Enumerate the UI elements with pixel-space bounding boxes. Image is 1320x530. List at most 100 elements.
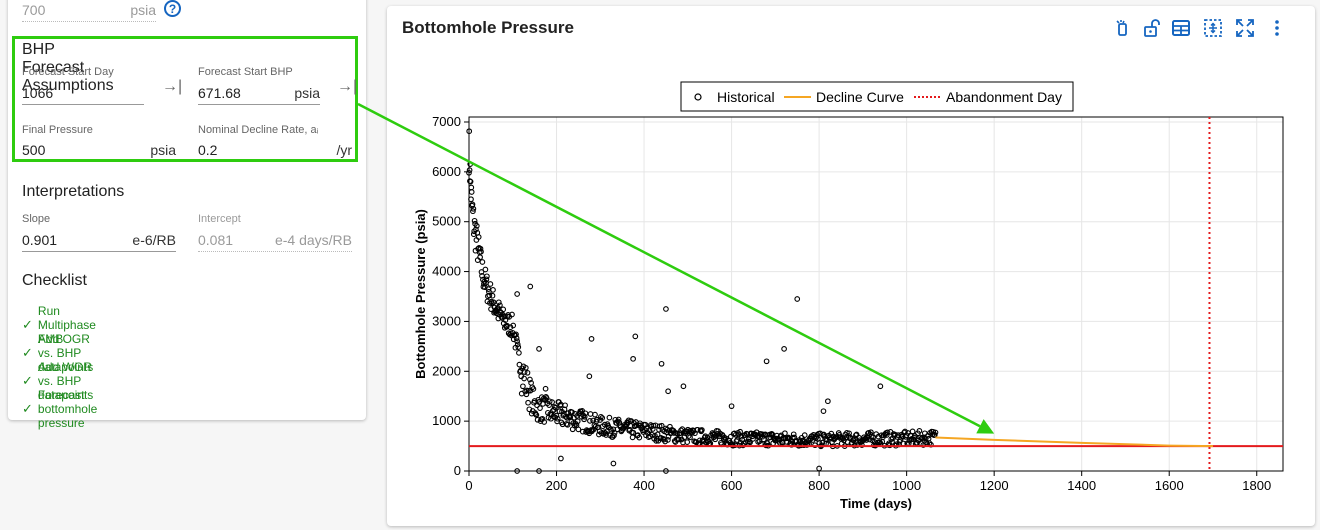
historical-point [801,432,808,438]
y-tick-label: 5000 [432,214,461,229]
y-tick-label: 1000 [432,413,461,428]
decline-rate-field[interactable]: Nominal Decline Rate, aᵢ 0.2 /yr [198,124,352,161]
chart-title: Bottomhole Pressure [402,18,574,37]
historical-point [665,437,671,443]
checklist-title: Checklist [22,272,87,289]
historical-point [747,439,753,446]
help-icon[interactable]: ? [164,0,181,17]
y-tick-label: 6000 [432,164,461,179]
previous-field[interactable]: 700 psia [22,0,156,22]
y-tick-label: 2000 [432,363,461,378]
final-pressure-field[interactable]: Final Pressure 500 psia [22,124,176,161]
assumptions-title: BHP Forecast Assumptions [22,41,114,94]
lasso-icon[interactable] [1113,18,1133,38]
historical-point [729,442,736,448]
slope-unit: e-6/RB [132,232,176,248]
historical-point [699,427,705,433]
previous-field-value: 700 [22,2,46,18]
x-tick-label: 1200 [980,478,1009,493]
historical-point [687,434,693,441]
historical-point [536,468,542,474]
historical-point [603,432,609,438]
historical-point [611,429,618,436]
intercept-label: Intercept [198,213,241,225]
final-pressure-label: Final Pressure [22,124,93,136]
intercept-value: 0.081 [198,232,234,248]
historical-point [727,433,734,440]
historical-point [696,437,703,444]
historical-point [514,468,520,474]
y-tick-label: 0 [454,463,461,478]
checklist-item[interactable]: ✓ Add WGR vs. BHP datapoints [22,360,100,402]
apply-start-day-icon[interactable]: →| [162,78,183,95]
legend-label-abandonment: Abandonment Day [946,89,1062,105]
check-icon: ✓ [22,345,33,360]
historical-point [610,460,617,467]
historical-point [746,438,753,445]
checklist-item[interactable]: ✓ Forecast bottomhole pressure [22,388,104,430]
historical-point [865,429,872,436]
table-icon[interactable] [1171,18,1191,38]
previous-field-unit: psia [130,2,156,18]
final-pressure-unit: psia [150,142,176,158]
y-tick-label: 7000 [432,114,461,129]
checklist-item[interactable]: ✓ Run Multiphase FMB [22,304,103,346]
forecast-start-bhp-field[interactable]: Forecast Start BHP 671.68 psia [198,66,320,105]
historical-point [819,439,826,446]
slope-label: Slope [22,213,51,225]
slope-field[interactable]: Slope 0.901 e-6/RB [22,213,176,252]
forecast-start-bhp-label: Forecast Start BHP [198,66,293,78]
historical-point [909,428,916,435]
decline-rate-unit: /yr [336,142,352,158]
check-icon: ✓ [22,317,33,332]
historical-point [684,439,691,445]
chart-legend: Historical Decline Curve Abandonment Day [680,81,1074,112]
x-tick-label: 1600 [1155,478,1184,493]
x-tick-label: 1400 [1067,478,1096,493]
historical-point [737,428,743,435]
check-icon: ✓ [22,401,33,416]
x-tick-label: 1800 [1242,478,1271,493]
historical-point [663,468,669,474]
apply-start-bhp-icon[interactable]: →| [337,78,358,95]
historical-point [611,432,617,439]
forecast-start-day-field[interactable]: Forecast Start Day 1066 [22,66,144,105]
historical-point [932,429,939,436]
chart-card: Bottomhole Pressure 0 200 400 600 800 1000 120… [387,6,1315,526]
zoom-box-icon[interactable] [1203,18,1223,38]
x-axis-label: Time (days) [840,496,912,511]
intercept-field: Intercept 0.081 e-4 days/RB [198,213,352,252]
more-vert-icon[interactable] [1267,18,1287,38]
bhp-chart[interactable]: 0 200 400 600 800 1000 1200 1400 1600 1800 0 1000 20… [387,6,1315,526]
historical-point [782,430,788,437]
x-tick-label: 200 [546,478,568,493]
historical-point [889,439,895,445]
y-axis-label: Bottomhole Pressure (psia) [413,209,428,379]
x-tick-label: 0 [465,478,472,493]
historical-point [883,432,890,438]
unlock-icon[interactable] [1142,18,1162,38]
interpretations-title: Interpretations [22,183,125,200]
historical-point [768,431,775,437]
checklist-item-label: Forecast bottomhole pressure [37,388,98,430]
historical-point [790,431,797,438]
forecast-start-day-label: Forecast Start Day [22,66,114,78]
forecast-start-bhp-value: 671.68 [198,85,241,101]
historical-point [786,435,793,442]
historical-point [636,434,643,441]
checklist-item[interactable]: ✓ Add OGR vs. BHP datapoints [22,332,100,374]
legend-marker-historical [694,93,702,101]
historical-point [895,432,901,438]
check-icon: ✓ [22,373,33,388]
historical-point [558,455,564,462]
assumptions-highlight-box [12,36,358,162]
slope-value: 0.901 [22,232,58,248]
x-tick-label: 1000 [892,478,921,493]
historical-point [662,438,668,445]
checklist-item-label: Run Multiphase FMB [37,304,96,346]
historical-point [916,428,923,434]
forecast-start-day-value: 1066 [22,85,54,101]
x-tick-label: 400 [633,478,655,493]
fullscreen-icon[interactable] [1235,18,1255,38]
decline-curve-line [935,436,1213,448]
